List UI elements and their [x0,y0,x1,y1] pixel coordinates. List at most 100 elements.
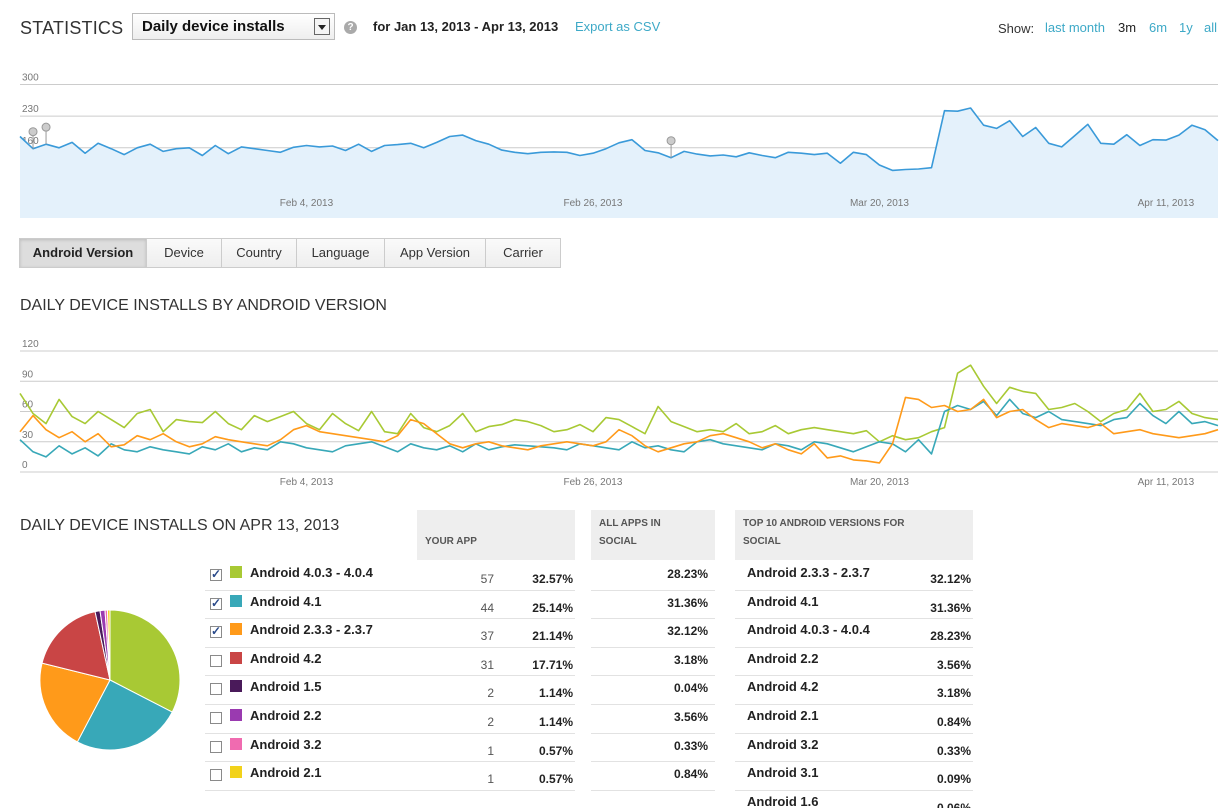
chevron-down-icon[interactable] [314,18,330,35]
export-csv-link[interactable]: Export as CSV [575,19,661,34]
top10-version-label: Android 1.6 [747,793,819,808]
col-head-your-app: YOUR APP [417,510,575,560]
tab-country[interactable]: Country [222,239,297,267]
series-color-swatch [230,594,242,607]
series-color-swatch [230,566,242,578]
row-divider [735,646,973,648]
col-head-top10: TOP 10 ANDROID VERSIONS FOR SOCIAL [735,510,973,560]
row-divider [735,789,973,791]
top10-pct: 31.36% [930,600,971,615]
range-3m[interactable]: 3m [1118,20,1137,35]
y-tick-label: 0 [22,460,28,471]
top10-version-label: Android 4.0.3 - 4.0.4 [747,622,870,638]
top10-version-label: Android 4.1 [747,593,819,609]
x-tick-label: Feb 26, 2013 [563,198,622,209]
series-color-swatch [230,709,242,721]
install-count: 2 [487,715,494,729]
series-color-swatch [230,680,242,693]
range-6m[interactable]: 6m [1149,20,1168,35]
all-apps-pct: 28.23% [667,567,708,581]
row-divider [205,732,575,734]
install-count: 2 [487,686,494,701]
row-divider [205,789,575,791]
row-divider [205,646,575,648]
top10-pct: 0.06% [936,800,971,808]
top10-version-label: Android 2.1 [747,708,819,723]
range-last-month[interactable]: last month [1045,20,1105,35]
series-checkbox[interactable] [210,567,222,581]
your-app-pct: 25.14% [532,600,573,615]
your-app-pct: 1.14% [538,715,573,729]
x-tick-label: Apr 11, 2013 [1138,198,1195,209]
all-apps-pct: 3.18% [673,652,708,667]
series-line-1 [19,398,1219,458]
your-app-pct: 1.14% [538,686,573,701]
top10-pct: 32.12% [930,572,971,586]
tab-android-version[interactable]: Android Version [20,239,147,267]
series-checkbox[interactable] [210,769,222,782]
row-divider [205,618,575,620]
all-apps-pct: 0.33% [673,738,708,753]
series-checkbox[interactable] [210,683,222,696]
metric-dropdown[interactable]: Daily device installs [132,13,335,40]
range-1y[interactable]: 1y [1179,20,1193,35]
series-checkbox[interactable] [210,624,222,639]
series-checkbox[interactable] [210,740,222,753]
y-tick-label: 230 [22,104,39,115]
your-app-pct: 0.57% [538,743,573,758]
x-tick-label: Mar 20, 2013 [850,477,909,488]
row-divider [591,675,715,677]
version-label: Android 2.3.3 - 2.3.7 [250,622,373,638]
version-label: Android 3.2 [250,736,322,752]
top10-version-label: Android 2.2 [747,650,819,666]
y-tick-label: 120 [22,340,39,350]
tab-device[interactable]: Device [147,239,222,267]
range-all[interactable]: all [1204,20,1218,35]
top10-version-label: Android 3.2 [747,736,819,752]
dimension-tabs: Android Version Device Country Language … [19,238,561,268]
question-icon[interactable]: ? [344,21,357,34]
x-tick-label: Feb 4, 2013 [280,477,334,488]
install-count: 1 [487,772,494,787]
tab-carrier[interactable]: Carrier [486,239,560,267]
series-area [20,108,1218,193]
pie-slice [106,609,111,681]
annotation-pin-icon [41,122,51,132]
version-label: Android 1.5 [250,679,322,695]
all-apps-pct: 0.04% [673,681,708,696]
version-label: Android 2.1 [250,765,322,781]
pie-slice [39,662,111,743]
version-label: Android 2.2 [250,708,322,723]
row-divider [591,789,715,791]
series-checkbox[interactable] [210,654,222,667]
install-count: 31 [480,657,494,672]
x-tick-label: Feb 26, 2013 [563,477,622,488]
row-divider [735,732,973,734]
series-checkbox[interactable] [210,712,222,724]
row-divider [735,761,973,763]
series-line-2 [19,396,1219,464]
tab-app-version[interactable]: App Version [385,239,486,267]
all-apps-pct: 3.56% [673,710,708,724]
version-label: Android 4.2 [250,650,322,666]
row-divider [205,761,575,763]
series-checkbox[interactable] [210,596,222,610]
row-divider [205,675,575,677]
tab-language[interactable]: Language [297,239,385,267]
row-divider [735,589,973,591]
x-tick-label: Feb 4, 2013 [280,198,334,209]
row-divider [735,618,973,620]
metric-dropdown-value: Daily device installs [142,18,285,35]
row-divider [591,761,715,763]
col-head-all-apps: ALL APPS IN SOCIAL [591,510,715,560]
page-title: STATISTICS [20,18,124,38]
y-tick-label: 90 [22,369,34,380]
top10-version-label: Android 4.2 [747,679,819,695]
row-divider [735,675,973,677]
top10-pct: 3.18% [936,686,971,701]
all-apps-pct: 0.84% [673,767,708,782]
all-apps-pct: 31.36% [667,595,708,610]
install-count: 44 [480,600,494,615]
